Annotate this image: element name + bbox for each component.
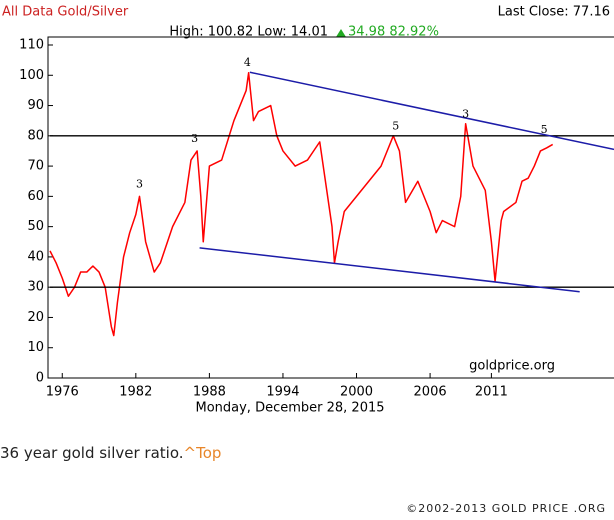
x-tick-label: 1976: [46, 385, 79, 400]
y-tick-label: 70: [27, 159, 44, 174]
up-arrow: [336, 29, 346, 37]
wave-label: 5: [541, 123, 548, 136]
chart: All Data Gold/Silver Last Close: 77.16 H…: [2, 5, 614, 416]
y-tick-label: 60: [27, 189, 44, 204]
y-tick-label: 0: [36, 371, 44, 386]
y-tick-label: 10: [27, 340, 44, 355]
x-tick-label: 1982: [119, 385, 152, 400]
x-tick-label: 2000: [340, 385, 373, 400]
y-tick-label: 90: [27, 98, 44, 113]
stats: High: 100.82 Low: 14.01: [169, 25, 328, 40]
price-line: [49, 72, 554, 337]
wave-label: 4: [244, 56, 251, 69]
y-tick-label: 50: [27, 219, 44, 234]
x-tick-label: 2006: [414, 385, 447, 400]
plot-frame: [47, 36, 614, 379]
wave-label: 3: [136, 177, 143, 190]
wave-label: 3: [191, 132, 198, 145]
trend-line: [249, 71, 614, 151]
change: 34.98 82.92%: [348, 25, 439, 40]
footer: ©2002-2013 GOLD PRICE .ORG: [406, 502, 606, 515]
y-tick-label: 80: [27, 128, 44, 143]
x-tick-label: 1994: [266, 385, 299, 400]
watermark: goldprice.org: [469, 359, 555, 374]
last-close: Last Close: 77.16: [498, 5, 610, 20]
wave-label: 5: [392, 120, 399, 133]
caption-row: 36 year gold silver ratio.^Top: [0, 444, 221, 462]
y-tick-label: 40: [27, 249, 44, 264]
top-link[interactable]: ^Top: [183, 444, 222, 462]
y-tick-label: 100: [19, 68, 44, 83]
chart-title: All Data Gold/Silver: [2, 5, 129, 20]
x-tick-label: 1988: [193, 385, 226, 400]
caption: 36 year gold silver ratio.: [0, 444, 184, 462]
y-tick-label: 20: [27, 310, 44, 325]
y-tick-label: 30: [27, 280, 44, 295]
wave-label: 3: [462, 108, 469, 121]
date: Monday, December 28, 2015: [195, 401, 384, 416]
trend-line: [199, 247, 580, 293]
x-tick-label: 2011: [475, 385, 508, 400]
y-tick-label: 110: [19, 38, 44, 53]
